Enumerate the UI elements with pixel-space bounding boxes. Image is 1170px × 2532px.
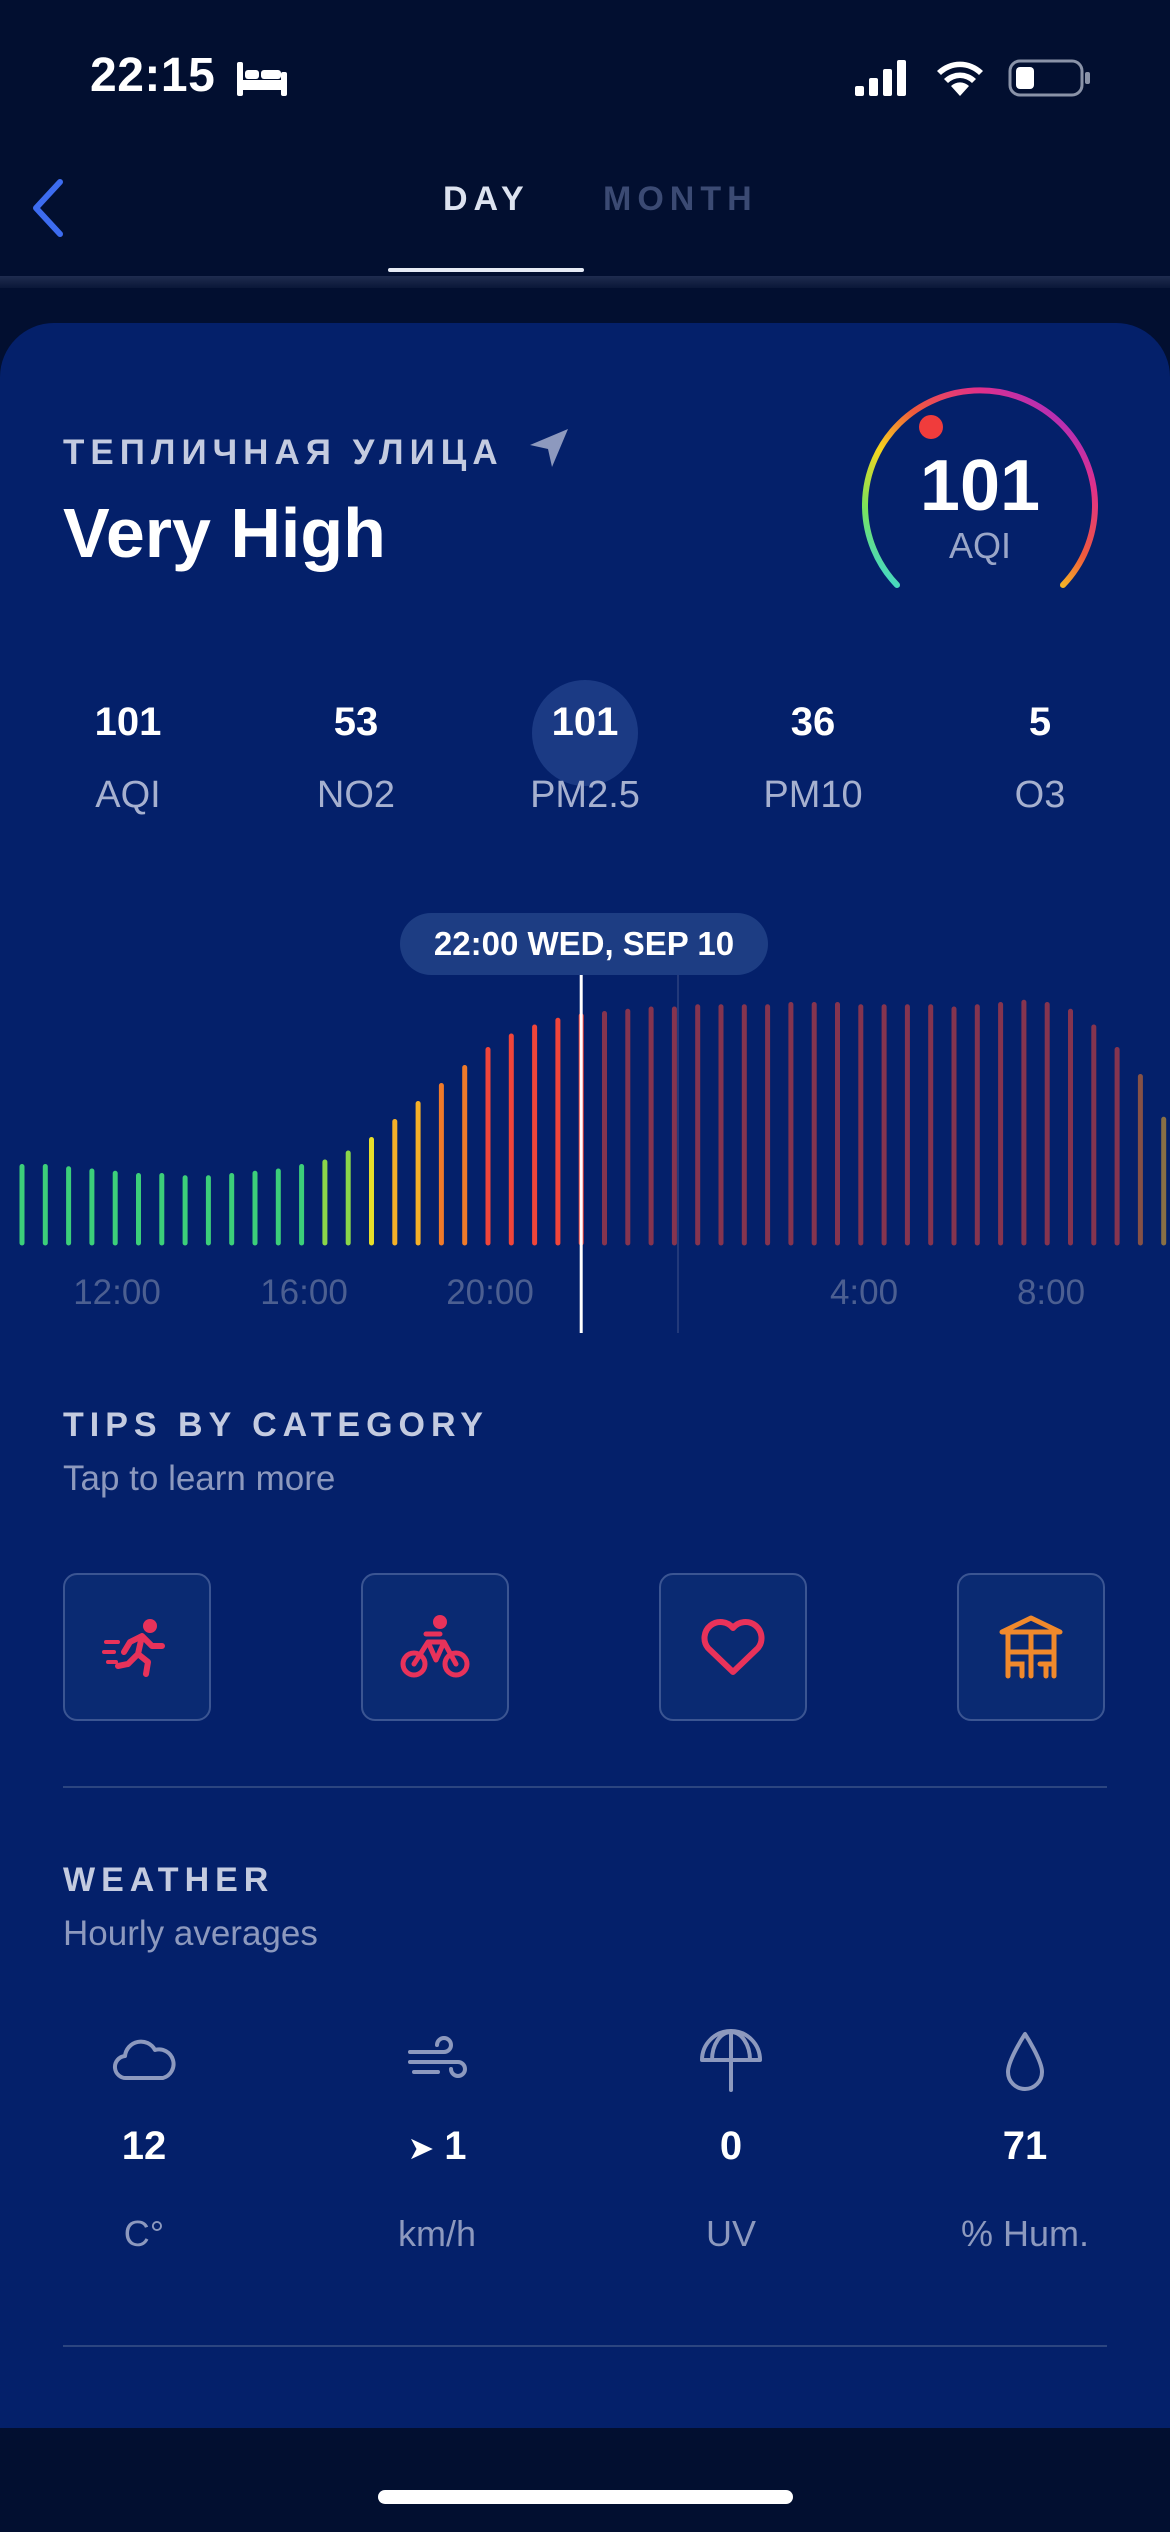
location-name: ТЕПЛИЧНАЯ УЛИЦА	[63, 433, 504, 472]
wind-direction-icon: ➤	[407, 2130, 435, 2166]
tip-health-button[interactable]	[659, 1573, 807, 1721]
weather-uv: 0 UV	[621, 2028, 841, 2255]
uv-unit: UV	[705, 2213, 756, 2254]
aqi-level-text: Very High	[63, 494, 386, 572]
metric-value: 101	[94, 700, 162, 744]
metric-value: 101	[551, 700, 619, 744]
chevron-left-icon	[33, 179, 63, 237]
x-tick-label: 8:00	[1016, 1273, 1086, 1312]
x-tick-label: 12:00	[73, 1273, 161, 1312]
aqi-gauge	[862, 387, 1098, 588]
gauge-aqi-value: 101	[919, 446, 1041, 526]
uv-value: 0	[719, 2124, 743, 2168]
metric-label: AQI	[95, 774, 161, 816]
metric-no2[interactable]: 53 NO2	[266, 695, 446, 817]
sleep-mode-icon	[237, 62, 287, 96]
cloud-icon	[112, 2039, 176, 2081]
tip-cycling-button[interactable]	[361, 1573, 509, 1721]
status-bar: 22:15	[0, 0, 1170, 150]
home-indicator[interactable]	[378, 2490, 793, 2504]
metric-pm25[interactable]: 101 PM2.5	[495, 695, 675, 817]
metric-label: PM10	[763, 774, 863, 816]
tips-subtitle: Tap to learn more	[63, 1459, 336, 1498]
metric-aqi[interactable]: 101 AQI	[38, 695, 218, 817]
x-tick-label: 16:00	[260, 1273, 348, 1312]
battery-icon	[1008, 59, 1090, 97]
running-icon	[102, 1619, 165, 1677]
outdoor-dining-icon	[999, 1615, 1063, 1679]
tip-exercise-button[interactable]	[63, 1573, 211, 1721]
location-arrow-icon	[530, 429, 568, 467]
back-button[interactable]	[18, 168, 78, 248]
active-tab-indicator	[388, 268, 584, 272]
status-time: 22:15	[90, 49, 216, 102]
cellular-signal-icon	[855, 60, 906, 96]
heart-icon	[701, 1619, 765, 1675]
temperature-value: 12	[121, 2124, 167, 2168]
tab-month[interactable]: MONTH	[603, 180, 758, 218]
weather-humidity: 71 % Hum.	[915, 2028, 1135, 2255]
wind-speed: 1	[444, 2124, 467, 2168]
metric-label: NO2	[316, 774, 396, 816]
wind-icon	[408, 2036, 467, 2078]
weather-wind: ➤ 1 km/h	[327, 2028, 547, 2255]
metric-value: 36	[790, 700, 836, 744]
metric-label: PM2.5	[530, 774, 640, 816]
gauge-aqi-label: AQI	[948, 525, 1011, 566]
wind-unit: km/h	[397, 2213, 476, 2254]
cycling-icon	[400, 1615, 470, 1678]
chart-selected-time: 22:00 WED, SEP 10	[400, 913, 768, 975]
tab-day[interactable]: DAY	[443, 180, 530, 218]
weather-title: WEATHER	[63, 1861, 275, 1899]
humidity-unit: % Hum.	[960, 2213, 1090, 2254]
air-quality-card: ТЕПЛИЧНАЯ УЛИЦА Very High 101 AQI	[0, 323, 1170, 2428]
selected-metric-highlight	[532, 680, 638, 786]
x-tick-label: 20:00	[446, 1273, 534, 1312]
x-tick-label: 4:00	[829, 1273, 899, 1312]
humidity-value: 71	[1002, 2124, 1048, 2168]
weather-temperature: 12 C°	[34, 2028, 254, 2255]
wind-value: ➤ 1	[327, 2124, 547, 2169]
metric-o3[interactable]: 5 O3	[950, 695, 1130, 817]
wifi-icon	[937, 61, 983, 96]
tips-title: TIPS BY CATEGORY	[63, 1406, 489, 1444]
section-divider	[63, 1786, 1107, 1788]
nav-divider	[0, 276, 1170, 288]
metric-label: O3	[1014, 774, 1066, 816]
metric-pm10[interactable]: 36 PM10	[723, 695, 903, 817]
section-divider	[63, 2345, 1107, 2347]
metric-value: 53	[333, 700, 379, 744]
tip-outdoor-dining-button[interactable]	[957, 1573, 1105, 1721]
weather-subtitle: Hourly averages	[63, 1914, 318, 1953]
aqi-hourly-chart[interactable]	[0, 973, 1170, 1333]
metric-value: 5	[1028, 700, 1052, 744]
umbrella-icon	[700, 2029, 762, 2092]
droplet-icon	[1006, 2032, 1044, 2091]
temperature-unit: C°	[123, 2213, 165, 2254]
